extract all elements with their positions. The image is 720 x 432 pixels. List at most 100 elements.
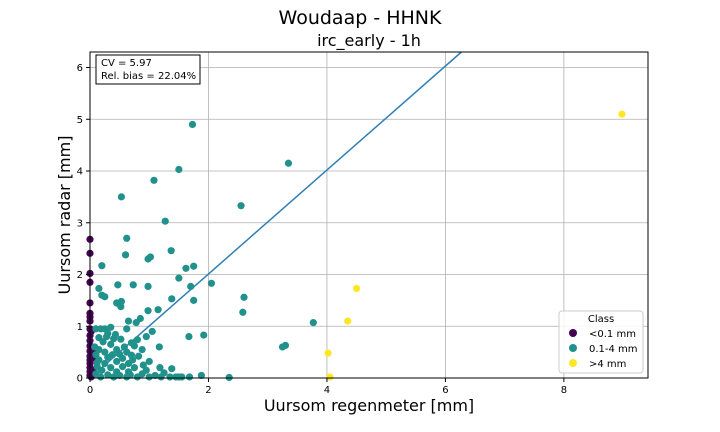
- data-point: [167, 247, 175, 255]
- data-point: [182, 264, 190, 272]
- y-tick-label: 6: [77, 63, 83, 74]
- x-tick-label: 4: [324, 385, 330, 396]
- data-point: [144, 255, 152, 263]
- data-point: [150, 176, 158, 184]
- data-point: [618, 110, 626, 118]
- legend-label-gt-4: >4 mm: [589, 359, 626, 370]
- data-point: [161, 217, 169, 225]
- data-point: [139, 361, 147, 369]
- data-point: [148, 327, 156, 336]
- legend-frame: [558, 310, 644, 374]
- stats-box: CV = 5.97 Rel. bias = 22.04%: [95, 54, 201, 85]
- data-point: [155, 343, 163, 351]
- y-tick-label: 4: [77, 167, 83, 178]
- data-point: [117, 335, 125, 343]
- stats-box-frame: [95, 54, 201, 85]
- data-point: [151, 371, 159, 380]
- fit-line-group: [89, 51, 462, 379]
- data-point: [107, 340, 115, 348]
- data-point: [175, 274, 183, 282]
- y-tick-label: 0: [77, 374, 83, 385]
- data-point: [144, 282, 152, 291]
- data-point: [133, 373, 141, 381]
- data-point: [107, 323, 115, 331]
- data-points: [86, 110, 626, 382]
- data-point: [132, 319, 140, 327]
- data-point: [130, 342, 139, 350]
- legend-marker-0-1-4: [569, 344, 577, 352]
- data-point: [102, 333, 111, 341]
- data-point: [101, 293, 109, 301]
- data-point: [110, 335, 118, 343]
- data-point: [97, 373, 105, 381]
- data-point: [133, 336, 141, 344]
- data-point: [110, 373, 118, 381]
- data-point: [190, 296, 198, 304]
- legend-marker-gt-4: [569, 359, 577, 367]
- legend: Class <0.1 mm 0.1-4 mm >4 mm: [558, 310, 644, 374]
- data-point: [129, 281, 137, 289]
- data-point: [168, 365, 176, 373]
- data-point: [98, 366, 106, 374]
- data-point: [309, 319, 317, 327]
- data-point: [98, 262, 106, 270]
- one-to-one-line: [89, 51, 462, 379]
- data-point: [185, 333, 193, 341]
- x-axis-label: Uursom regenmeter [mm]: [264, 396, 474, 415]
- data-point: [156, 364, 164, 372]
- data-point: [129, 356, 137, 364]
- data-point: [239, 308, 247, 316]
- data-point: [93, 358, 101, 367]
- data-point: [117, 302, 125, 311]
- y-axis-label: Uursom radar [mm]: [55, 136, 74, 295]
- cv-text: CV = 5.97: [101, 58, 152, 69]
- legend-title: Class: [588, 314, 614, 325]
- data-point: [118, 354, 127, 362]
- legend-label-lt-0-1: <0.1 mm: [589, 329, 636, 340]
- data-point: [344, 317, 352, 325]
- y-tick-label: 1: [77, 322, 83, 333]
- data-point: [104, 353, 112, 361]
- data-point: [168, 295, 176, 303]
- y-tick-label: 3: [77, 218, 83, 229]
- data-point: [237, 202, 245, 210]
- data-point: [278, 343, 287, 351]
- data-point: [185, 373, 194, 381]
- x-tick-label: 6: [442, 385, 448, 396]
- data-point: [134, 352, 143, 360]
- data-point: [190, 262, 198, 270]
- data-point: [130, 364, 139, 372]
- data-point: [197, 371, 205, 380]
- data-point: [326, 373, 334, 381]
- rel-bias-text: Rel. bias = 22.04%: [101, 71, 196, 82]
- data-point: [200, 331, 208, 339]
- y-tick-label: 2: [77, 270, 83, 281]
- data-point: [352, 284, 361, 293]
- plot-frame: [89, 51, 649, 379]
- data-point: [107, 364, 115, 372]
- chart-title: irc_early - 1h: [317, 31, 421, 51]
- data-point: [240, 293, 248, 301]
- data-point: [145, 357, 153, 366]
- data-point: [175, 165, 183, 174]
- data-point: [116, 371, 124, 380]
- legend-marker-lt-0-1: [569, 329, 577, 337]
- data-point: [160, 369, 168, 377]
- data-point: [113, 357, 121, 366]
- data-point: [207, 279, 216, 287]
- data-point: [225, 373, 233, 382]
- data-point: [175, 373, 183, 381]
- data-point: [284, 159, 293, 167]
- data-point: [121, 251, 130, 259]
- data-point: [123, 373, 131, 381]
- data-point: [145, 373, 153, 381]
- data-point: [324, 349, 332, 357]
- axis-ticks: 0 2 4 6 8 0 1 2 3 4 5 6: [77, 63, 567, 396]
- data-point: [95, 284, 103, 293]
- data-point: [101, 359, 109, 368]
- data-point: [114, 281, 122, 289]
- data-point: [124, 317, 133, 325]
- data-point: [99, 338, 107, 346]
- data-point: [166, 373, 174, 381]
